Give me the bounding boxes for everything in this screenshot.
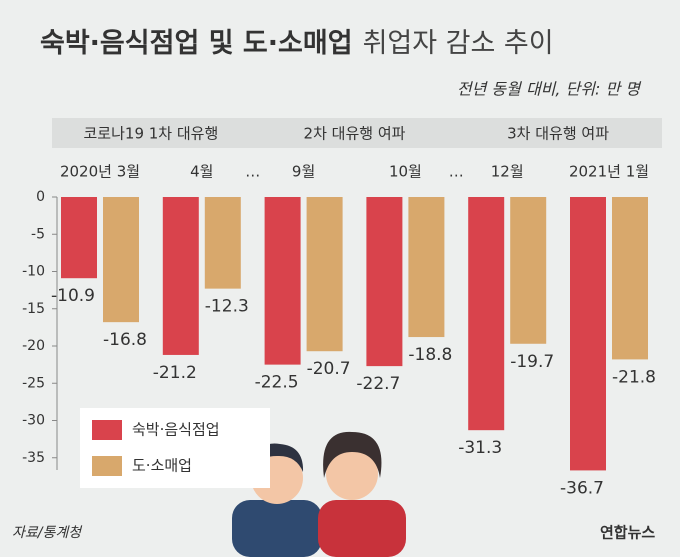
value-label: -18.8 bbox=[408, 345, 452, 365]
bar bbox=[264, 197, 301, 365]
value-label: -21.8 bbox=[612, 367, 656, 387]
y-tick-label: 0 bbox=[36, 189, 45, 205]
y-tick-label: -15 bbox=[22, 301, 45, 317]
y-tick-label: -20 bbox=[22, 338, 45, 354]
x-tick-label: 9월 bbox=[292, 163, 315, 181]
bar bbox=[162, 197, 199, 355]
title-bold: 숙박·음식점업 및 도·소매업 bbox=[40, 28, 353, 59]
y-tick-label: -25 bbox=[22, 375, 45, 391]
bar bbox=[103, 197, 139, 323]
value-label: -20.7 bbox=[307, 359, 351, 379]
subtitle: 전년 동월 대비, 단위: 만 명 bbox=[457, 80, 642, 99]
x-tick-label: 2020년 3월 bbox=[60, 163, 140, 181]
value-label: -31.3 bbox=[458, 438, 502, 458]
bar bbox=[408, 197, 445, 338]
bar bbox=[612, 197, 648, 360]
x-tick-label: 10월 bbox=[389, 163, 422, 181]
y-tick-label: -10 bbox=[22, 264, 45, 280]
chart-title: 숙박·음식점업 및 도·소매업 취업자 감소 추이 bbox=[40, 28, 554, 59]
y-tick-label: -5 bbox=[31, 226, 45, 242]
period-label: 3차 대유행 여파 bbox=[507, 125, 609, 143]
y-tick-label: -30 bbox=[22, 413, 45, 429]
value-label: -21.2 bbox=[153, 363, 197, 383]
bar bbox=[204, 197, 241, 289]
period-band bbox=[52, 118, 662, 148]
period-label: 코로나19 1차 대유행 bbox=[84, 125, 219, 143]
value-label: -16.8 bbox=[103, 330, 147, 350]
value-label: -19.7 bbox=[510, 352, 554, 372]
value-label: -22.7 bbox=[356, 374, 400, 394]
separator: … bbox=[449, 163, 464, 181]
separator: … bbox=[245, 163, 260, 181]
bar bbox=[306, 197, 343, 352]
bar bbox=[61, 197, 97, 279]
title-rest: 취업자 감소 추이 bbox=[363, 28, 554, 59]
value-label: -12.3 bbox=[205, 297, 249, 317]
logo: 연합뉴스 bbox=[600, 524, 655, 542]
value-label: -10.9 bbox=[51, 286, 95, 306]
legend-swatch bbox=[92, 420, 122, 440]
bar bbox=[366, 197, 403, 367]
period-label: 2차 대유행 여파 bbox=[304, 125, 406, 143]
x-tick-label: 12월 bbox=[491, 163, 524, 181]
bar bbox=[510, 197, 547, 344]
people-illustration bbox=[232, 431, 406, 557]
legend-swatch bbox=[92, 456, 122, 476]
bar bbox=[468, 197, 505, 431]
bar bbox=[570, 197, 606, 471]
value-label: -36.7 bbox=[560, 478, 604, 498]
value-label: -22.5 bbox=[255, 373, 299, 393]
x-tick-label: 4월 bbox=[190, 163, 213, 181]
source: 자료/통계청 bbox=[12, 525, 83, 541]
y-tick-label: -35 bbox=[22, 450, 45, 466]
legend-label: 숙박·음식점업 bbox=[132, 421, 220, 439]
legend-label: 도·소매업 bbox=[132, 457, 192, 475]
x-tick-label: 2021년 1월 bbox=[569, 163, 649, 181]
